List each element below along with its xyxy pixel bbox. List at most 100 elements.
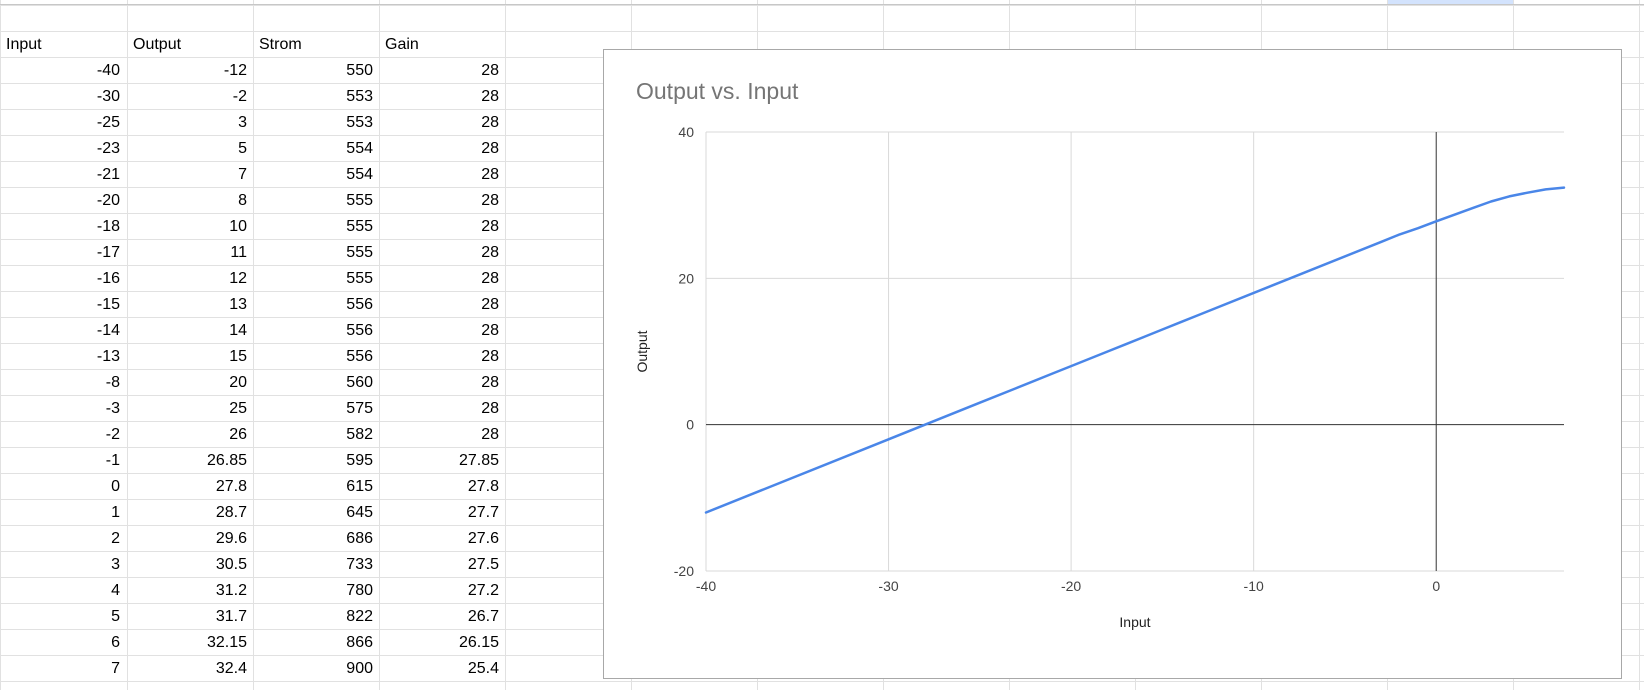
cell-output[interactable]: 12 [229,270,247,287]
cell-output[interactable]: 25 [229,400,247,417]
cell-input[interactable]: 5 [111,608,120,625]
cell-output[interactable]: -12 [223,62,247,79]
cell-strom[interactable]: 555 [346,192,373,209]
cell-strom[interactable]: 556 [346,322,373,339]
cell-gain[interactable]: 26.15 [458,634,499,651]
cell-input[interactable]: -3 [105,400,120,417]
cell-strom[interactable]: 645 [346,504,373,521]
cell-gain[interactable]: 28 [481,348,499,365]
cell-gain[interactable]: 28 [481,114,499,131]
cell-gain[interactable]: 28 [481,322,499,339]
cell-strom[interactable]: 556 [346,296,373,313]
cell-output[interactable]: 20 [229,374,247,391]
cell-gain[interactable]: 26.7 [467,608,499,625]
cell-output[interactable]: 7 [238,166,247,183]
cell-output[interactable]: 10 [229,218,247,235]
cell-gain[interactable]: 28 [481,192,499,209]
cell-gain[interactable]: 28 [481,270,499,287]
cell-strom[interactable]: 780 [346,582,373,599]
cell-output[interactable]: 14 [229,322,247,339]
cell-gain[interactable]: 27.8 [467,478,499,495]
cell-input[interactable]: -8 [105,374,120,391]
cell-strom[interactable]: 550 [346,62,373,79]
cell-input[interactable]: -2 [105,426,120,443]
cell-input[interactable]: -17 [96,244,120,261]
cell-input[interactable]: -18 [96,218,120,235]
cell-gain[interactable]: 28 [481,244,499,261]
cell-input[interactable]: 7 [111,660,120,677]
cell-strom[interactable]: 686 [346,530,373,547]
cell-output[interactable]: 5 [238,140,247,157]
cell-strom[interactable]: 554 [346,166,373,183]
cell-gain[interactable]: 27.7 [467,504,499,521]
cell-input[interactable]: -30 [96,88,120,105]
cell-strom[interactable]: 582 [346,426,373,443]
cell-input[interactable]: -16 [96,270,120,287]
cell-strom[interactable]: 822 [346,608,373,625]
cell-strom[interactable]: 575 [346,400,373,417]
cell-input[interactable]: 6 [111,634,120,651]
cell-output[interactable]: 31.2 [215,582,247,599]
cell-output[interactable]: 27.8 [215,478,247,495]
cell-gain[interactable]: 28 [481,62,499,79]
cell-gain[interactable]: 28 [481,88,499,105]
cell-gain[interactable]: 28 [481,218,499,235]
cell-gain[interactable]: 28 [481,400,499,417]
cell-input[interactable]: 0 [111,478,120,495]
cell-output[interactable]: 29.6 [215,530,247,547]
cell-strom[interactable]: 595 [346,452,373,469]
cell-strom[interactable]: 553 [346,114,373,131]
cell-strom[interactable]: 733 [346,556,373,573]
cell-gain[interactable]: 27.2 [467,582,499,599]
cell-input[interactable]: -14 [96,322,120,339]
cell-input[interactable]: 4 [111,582,120,599]
cell-input[interactable]: -21 [96,166,120,183]
cell-strom[interactable]: 866 [346,634,373,651]
chart-panel[interactable]: Output vs. Input -40 -30 -20 -10 0 -20 0 20 40 In… [603,49,1622,679]
cell-gain[interactable]: 28 [481,296,499,313]
header-strom[interactable]: Strom [259,36,302,53]
cell-output[interactable]: 3 [238,114,247,131]
series-line-output[interactable] [704,186,1566,514]
cell-input[interactable]: -40 [96,62,120,79]
cell-output[interactable]: 8 [238,192,247,209]
cell-input[interactable]: -1 [105,452,120,469]
cell-strom[interactable]: 556 [346,348,373,365]
cell-input[interactable]: -25 [96,114,120,131]
selected-column-header[interactable] [1387,0,1513,5]
cell-output[interactable]: -2 [232,88,247,105]
cell-output[interactable]: 13 [229,296,247,313]
cell-gain[interactable]: 28 [481,374,499,391]
cell-strom[interactable]: 900 [346,660,373,677]
header-output[interactable]: Output [133,36,182,53]
cell-output[interactable]: 31.7 [215,608,247,625]
cell-output[interactable]: 26.85 [206,452,247,469]
cell-gain[interactable]: 27.6 [467,530,499,547]
cell-strom[interactable]: 555 [346,270,373,287]
cell-input[interactable]: -20 [96,192,120,209]
cell-strom[interactable]: 555 [346,244,373,261]
cell-input[interactable]: -15 [96,296,120,313]
cell-strom[interactable]: 560 [346,374,373,391]
cell-output[interactable]: 15 [229,348,247,365]
cell-gain[interactable]: 27.85 [458,452,499,469]
cell-strom[interactable]: 554 [346,140,373,157]
cell-strom[interactable]: 615 [346,478,373,495]
cell-gain[interactable]: 28 [481,166,499,183]
cell-output[interactable]: 26 [229,426,247,443]
header-gain[interactable]: Gain [385,36,419,53]
header-input[interactable]: Input [6,36,42,53]
cell-strom[interactable]: 555 [346,218,373,235]
cell-output[interactable]: 28.7 [215,504,247,521]
cell-input[interactable]: 3 [111,556,120,573]
cell-strom[interactable]: 553 [346,88,373,105]
cell-input[interactable]: 2 [111,530,120,547]
cell-gain[interactable]: 25.4 [467,660,499,677]
cell-gain[interactable]: 28 [481,140,499,157]
cell-gain[interactable]: 27.5 [467,556,499,573]
cell-input[interactable]: -13 [96,348,120,365]
cell-gain[interactable]: 28 [481,426,499,443]
cell-output[interactable]: 32.4 [215,660,247,677]
cell-input[interactable]: 1 [111,504,120,521]
cell-output[interactable]: 30.5 [215,556,247,573]
